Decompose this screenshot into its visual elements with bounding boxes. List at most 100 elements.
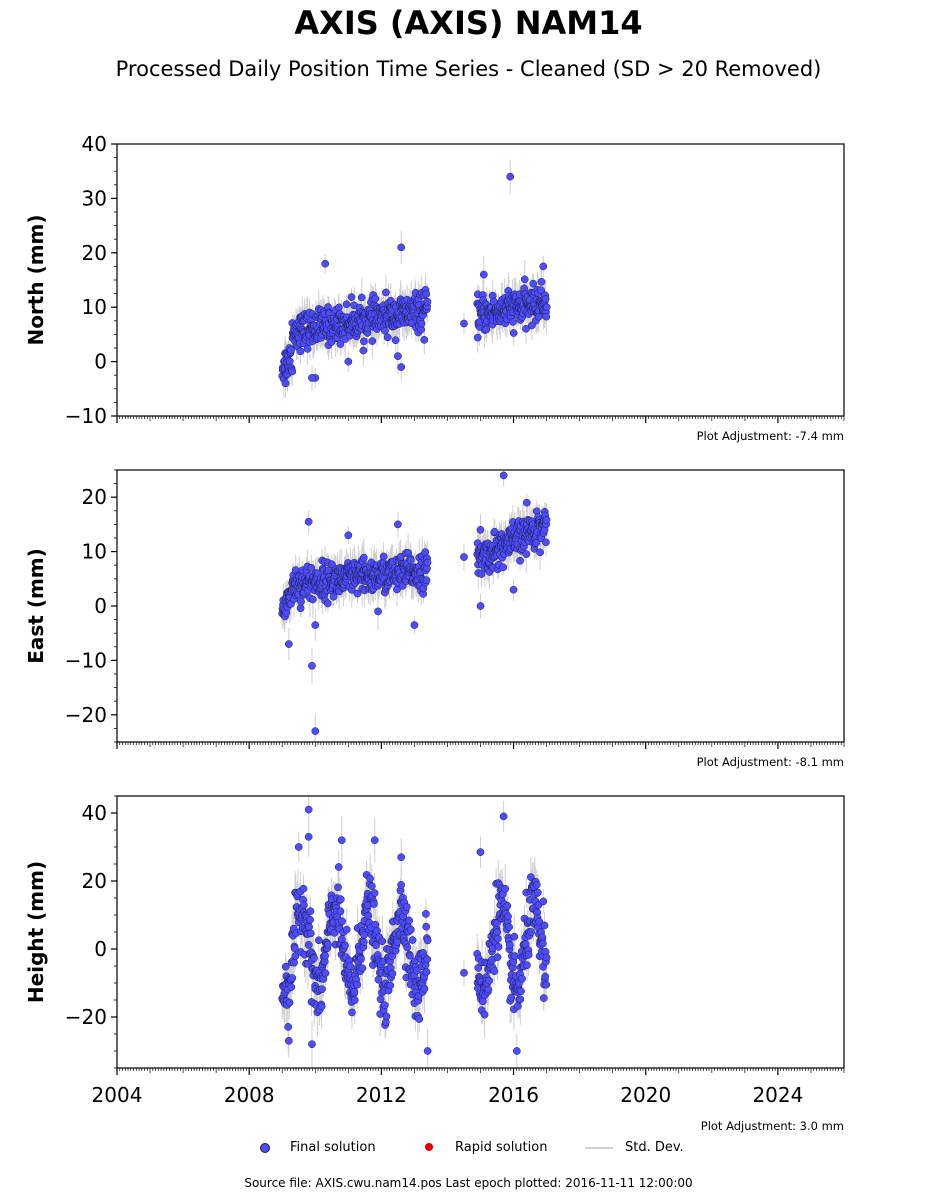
data-point [420, 984, 429, 993]
data-point [542, 303, 551, 312]
data-point [344, 357, 353, 366]
data-point [308, 374, 316, 382]
data-point [314, 936, 323, 945]
data-point [290, 958, 298, 967]
data-point [517, 987, 525, 996]
data-point [336, 907, 345, 916]
data-point [513, 1047, 521, 1055]
data-point [476, 525, 485, 534]
data-point [350, 996, 359, 1004]
data-point [284, 1023, 293, 1031]
data-point [364, 911, 373, 920]
data-point [360, 553, 368, 562]
data-point [297, 597, 305, 606]
data-point [397, 853, 406, 862]
data-point [397, 881, 405, 889]
data-point [423, 297, 432, 306]
data-point [407, 925, 415, 934]
data-point [376, 995, 385, 1004]
data-point [537, 286, 545, 295]
legend-item-final: Final solution [250, 1136, 376, 1158]
std-dev-bars [281, 470, 548, 742]
data-point [287, 346, 295, 354]
data-point [509, 585, 518, 594]
data-point [422, 922, 431, 931]
data-point [284, 1036, 293, 1045]
chart-title: AXIS (AXIS) NAM14 [294, 4, 643, 42]
legend-item-std-dev: Std. Dev. [585, 1136, 684, 1158]
data-point [405, 951, 414, 960]
data-point [473, 333, 482, 342]
data-point [499, 471, 508, 480]
data-point [510, 932, 519, 941]
rapid-solution-marker [415, 1137, 443, 1157]
data-point [533, 888, 542, 897]
data-point [296, 347, 305, 356]
data-point [317, 1002, 326, 1011]
data-point [350, 987, 359, 996]
y-tick-label: 20 [82, 869, 107, 893]
data-point [509, 329, 518, 337]
y-axis-label: Height (mm) [24, 861, 48, 1003]
data-point [490, 967, 499, 976]
data-point [484, 985, 493, 994]
data-point [380, 1001, 389, 1010]
panel-2: −20 −10 0 10 20 East (mm) Plot Adjustment: -8.… [24, 469, 845, 769]
data-point [318, 985, 326, 994]
y-tick-label: −20 [65, 1005, 107, 1029]
data-point [394, 520, 402, 529]
data-point [503, 901, 512, 910]
data-point [393, 938, 402, 946]
data-point [306, 907, 315, 916]
final-solution-marker [250, 1137, 278, 1157]
x-tick-label: 2012 [356, 1083, 407, 1107]
data-point [493, 953, 502, 962]
final-solution-points [278, 471, 551, 735]
data-point [480, 1010, 489, 1019]
data-point [423, 955, 432, 964]
source-footer: Source file: AXIS.cwu.nam14.pos Last epo… [244, 1176, 693, 1190]
data-point [321, 969, 330, 977]
data-point [542, 538, 550, 547]
data-point [381, 326, 389, 335]
data-point [460, 553, 468, 561]
y-tick-label: 10 [82, 540, 107, 564]
data-point [388, 969, 397, 978]
data-point [522, 324, 530, 333]
data-point [307, 564, 316, 572]
data-point [366, 874, 374, 883]
data-point [379, 552, 388, 561]
data-point [281, 962, 290, 971]
data-point [344, 531, 353, 540]
data-point [523, 961, 531, 970]
data-point [516, 995, 525, 1004]
data-point [308, 661, 316, 670]
data-point [514, 1002, 522, 1010]
data-point [383, 333, 392, 342]
x-tick-label: 2024 [752, 1083, 803, 1107]
data-point [311, 727, 320, 735]
legend-item-rapid: Rapid solution [415, 1136, 547, 1158]
y-tick-label: 10 [82, 295, 107, 319]
data-point [334, 883, 342, 892]
data-point [359, 938, 368, 946]
data-point [397, 243, 406, 252]
data-point [294, 843, 303, 851]
std-dev-bars [281, 159, 548, 399]
data-point [408, 936, 417, 944]
data-point [420, 335, 429, 344]
data-point [288, 367, 297, 376]
data-point [540, 921, 549, 930]
data-point [378, 937, 387, 946]
data-point [305, 923, 313, 931]
x-tick-label: 2020 [620, 1083, 671, 1107]
legend: Final solution Rapid solution Std. Dev. [250, 1136, 710, 1160]
data-point [304, 832, 313, 841]
data-point [310, 954, 318, 963]
data-point [494, 942, 503, 951]
data-point [324, 940, 332, 949]
data-point [474, 963, 483, 972]
data-point [423, 558, 432, 567]
data-point [382, 1012, 391, 1021]
